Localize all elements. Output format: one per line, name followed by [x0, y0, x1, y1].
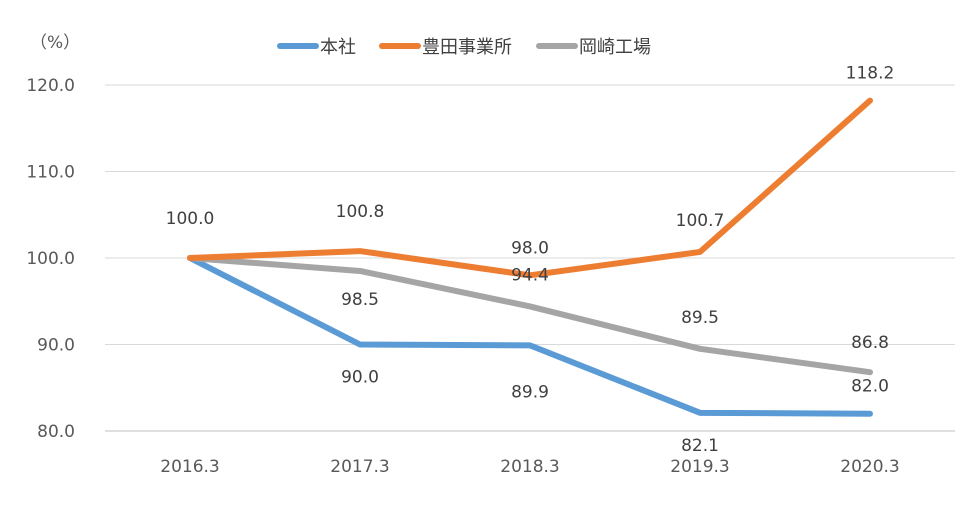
y-tick-label: 80.0: [37, 422, 75, 442]
data-label: 90.0: [341, 368, 379, 388]
y-tick-label: 90.0: [37, 336, 75, 356]
series-line-1: [187, 255, 873, 417]
data-label: 98.5: [341, 290, 379, 310]
x-tick-label: 2020.3: [840, 457, 899, 477]
data-labels: 90.0 89.9 82.1 82.0 100.0 100.8 98.0 100.7 118.2…: [166, 64, 895, 456]
data-label: 118.2: [846, 64, 895, 84]
y-tick-label: 100.0: [26, 249, 75, 269]
series-lines: [187, 97, 873, 417]
legend-label: 豊田事業所: [422, 37, 512, 58]
data-label: 89.9: [511, 382, 549, 402]
data-label: 89.5: [681, 308, 719, 328]
x-axis: 2016.3 2017.3 2018.3 2019.3 2020.3: [160, 457, 899, 477]
legend: 本社 豊田事業所 岡崎工場: [277, 37, 651, 58]
legend-label: 岡崎工場: [579, 37, 651, 58]
x-tick-label: 2017.3: [330, 457, 389, 477]
y-tick-label: 110.0: [26, 163, 75, 183]
data-label: 100.8: [336, 202, 385, 222]
series-line-3: [187, 255, 873, 376]
data-label: 100.7: [676, 211, 725, 231]
data-label: 100.0: [166, 209, 215, 229]
data-label: 82.0: [851, 377, 889, 397]
data-label: 94.4: [511, 265, 549, 285]
data-label: 82.1: [681, 436, 719, 456]
x-tick-label: 2018.3: [500, 457, 559, 477]
x-tick-label: 2019.3: [670, 457, 729, 477]
data-label: 86.8: [851, 333, 889, 353]
y-unit-label: （%）: [30, 33, 80, 53]
series-line-2: [187, 97, 873, 279]
y-tick-label: 120.0: [26, 76, 75, 96]
data-label: 98.0: [511, 238, 549, 258]
x-tick-label: 2016.3: [160, 457, 219, 477]
y-axis: 80.0 90.0 100.0 110.0 120.0: [26, 76, 75, 442]
legend-label: 本社: [320, 37, 356, 58]
